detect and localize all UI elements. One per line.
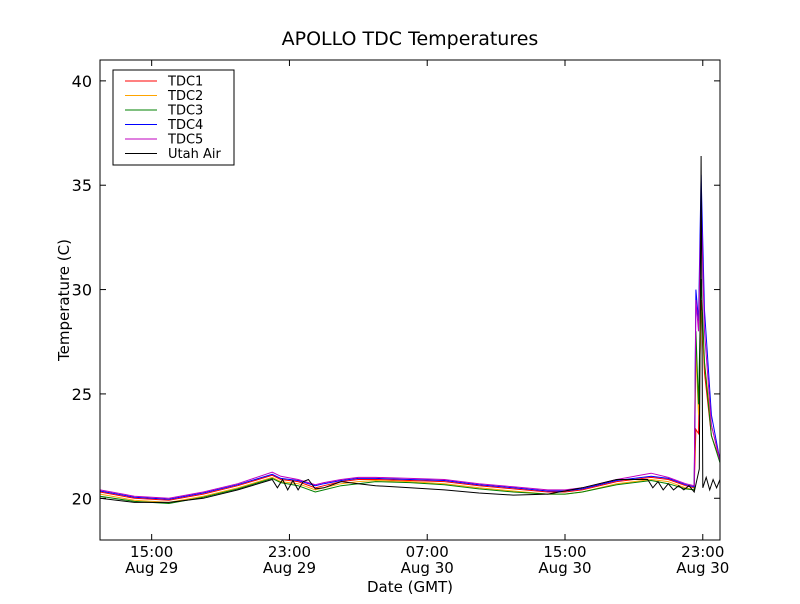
- y-tick-label: 20: [72, 489, 92, 508]
- series-line-tdc3: [100, 279, 720, 505]
- y-tick-label: 35: [72, 176, 92, 195]
- x-tick-label-time: 07:00: [406, 543, 449, 561]
- series-line-tdc4: [100, 174, 720, 500]
- chart-title: APOLLO TDC Temperatures: [282, 28, 539, 50]
- y-tick-label: 30: [72, 281, 92, 300]
- series-line-tdc1: [100, 299, 720, 501]
- plot-frame: [99, 59, 721, 541]
- legend-label: TDC1: [167, 75, 203, 90]
- x-tick-label-date: Aug 30: [538, 559, 591, 577]
- legend-label: TDC2: [167, 89, 203, 104]
- x-tick-label-time: 15:00: [130, 543, 173, 561]
- x-tick-label-time: 23:00: [268, 543, 311, 561]
- y-axis-label: Temperature (C): [55, 239, 73, 362]
- y-tick-label: 40: [72, 72, 92, 91]
- series-line-utah-air: [100, 155, 720, 503]
- x-tick-label-date: Aug 29: [263, 559, 316, 577]
- legend-label: Utah Air: [168, 147, 221, 162]
- legend-box: [112, 69, 235, 166]
- series-layer: [100, 155, 720, 505]
- legend-label: TDC3: [167, 104, 203, 119]
- legend-label: TDC5: [167, 133, 203, 148]
- x-tick-label-time: 15:00: [543, 543, 586, 561]
- series-line-tdc2: [100, 310, 720, 503]
- x-tick-label-date: Aug 29: [125, 559, 178, 577]
- series-line-tdc5: [100, 206, 720, 499]
- x-tick-label-date: Aug 30: [401, 559, 454, 577]
- legend-label: TDC4: [167, 118, 203, 133]
- x-axis-label: Date (GMT): [367, 578, 453, 596]
- x-tick-label-time: 23:00: [681, 543, 724, 561]
- x-tick-label-date: Aug 30: [676, 559, 729, 577]
- y-tick-label: 25: [72, 385, 92, 404]
